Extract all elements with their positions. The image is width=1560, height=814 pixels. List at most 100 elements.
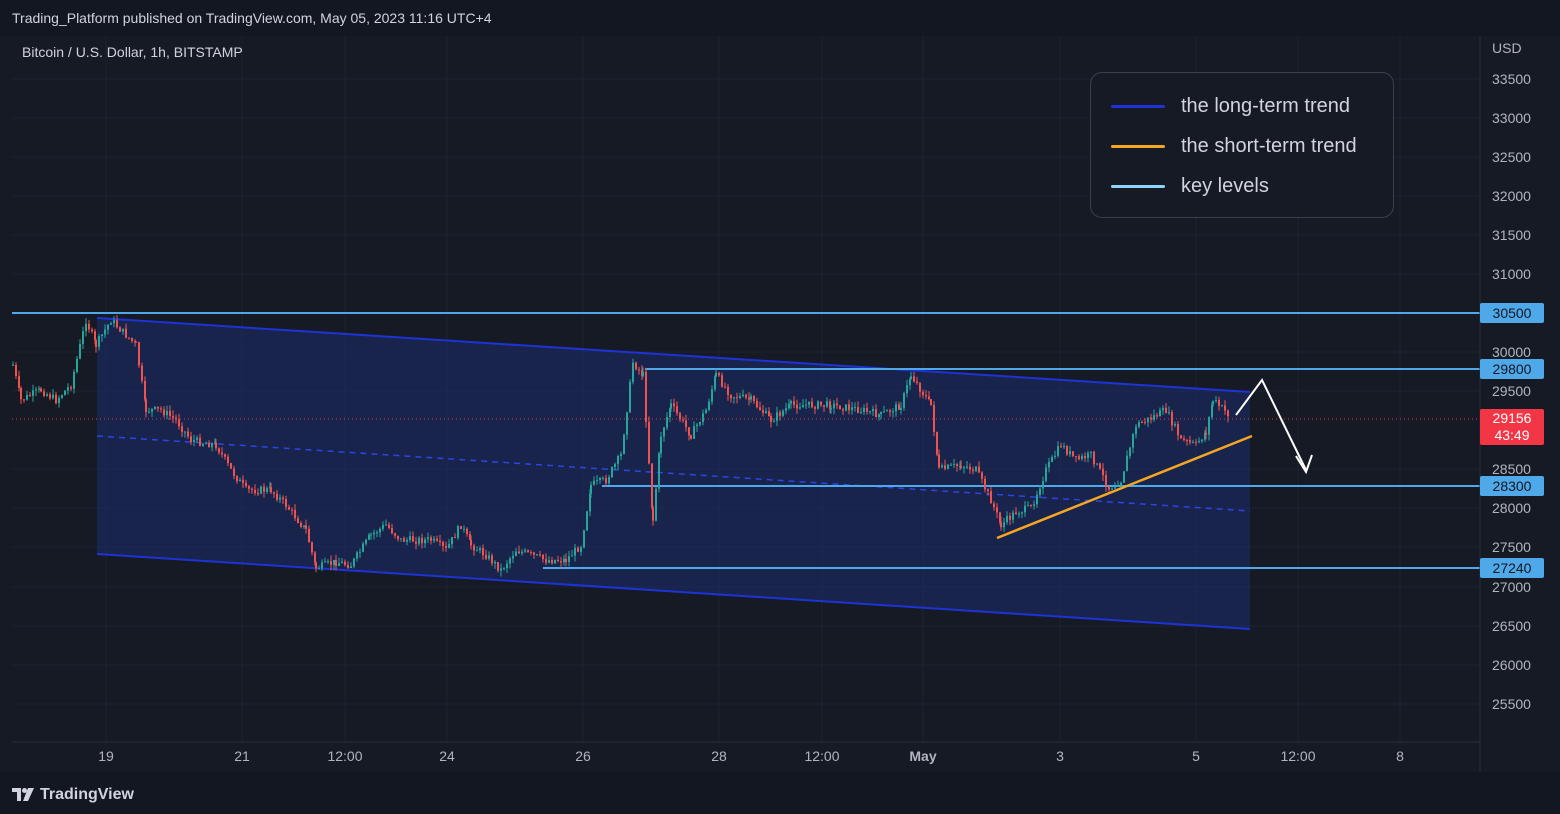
- candle-body: [270, 487, 272, 493]
- time-tick-label: 19: [98, 748, 114, 764]
- tradingview-logo[interactable]: TradingView: [12, 786, 134, 804]
- candle-body: [166, 410, 168, 416]
- candle-body: [623, 434, 625, 454]
- candle-body: [1027, 505, 1029, 507]
- candle-body: [802, 405, 804, 408]
- candle-body: [509, 558, 511, 564]
- candle-body: [629, 381, 631, 413]
- candle-body: [892, 411, 894, 413]
- candle-body: [611, 466, 613, 478]
- candle-body: [1156, 415, 1158, 417]
- candle-body: [796, 404, 798, 409]
- candle-body: [365, 539, 367, 544]
- candle-body: [327, 561, 329, 563]
- candle-body: [169, 410, 171, 416]
- candle-body: [933, 404, 935, 433]
- candle-body: [95, 340, 97, 347]
- key-level-tag-27240[interactable]: 27240: [1480, 558, 1544, 578]
- candle-body: [52, 394, 54, 399]
- channel-lower-line[interactable]: [96, 553, 1251, 630]
- candle-body: [20, 387, 22, 400]
- candle-body: [833, 403, 835, 409]
- candle-body: [1111, 488, 1113, 490]
- last-price-tag[interactable]: 29156 43:49: [1480, 409, 1544, 445]
- candle-body: [113, 320, 115, 324]
- candle-body: [473, 545, 475, 551]
- candle-body: [518, 551, 520, 554]
- candle-body: [70, 387, 72, 389]
- candle-body: [568, 556, 570, 563]
- candle-body: [335, 559, 337, 566]
- candle-body: [1132, 434, 1134, 448]
- legend-item-short-term: the short-term trend: [1111, 135, 1357, 158]
- candle-body: [851, 407, 853, 411]
- candle-body: [230, 463, 232, 469]
- candle-body: [733, 397, 735, 399]
- candle-body: [950, 464, 952, 466]
- candle-body: [116, 320, 118, 328]
- candle-body: [1072, 451, 1074, 457]
- legend-label: the long-term trend: [1181, 95, 1350, 117]
- candle-body: [1006, 515, 1008, 523]
- candle-body: [145, 399, 147, 412]
- candle-body: [333, 559, 335, 565]
- candle-body: [583, 530, 585, 548]
- candle-body: [696, 424, 698, 427]
- candle-body: [406, 539, 408, 542]
- candle-body: [445, 545, 447, 548]
- candle-body: [400, 538, 402, 540]
- candle-body: [972, 469, 974, 472]
- candle-body: [708, 401, 710, 410]
- key-level-tag-29800[interactable]: 29800: [1480, 359, 1544, 379]
- candle-body: [104, 329, 106, 335]
- candle-body: [1147, 417, 1149, 423]
- key-level-tag-28300[interactable]: 28300: [1480, 476, 1544, 496]
- legend-label: key levels: [1181, 175, 1269, 197]
- time-axis[interactable]: 19 21 12:00 24 26 28 12:00 May 3 5 12:00 8: [98, 748, 1404, 764]
- candle-body: [308, 528, 310, 543]
- candle-body: [178, 419, 180, 427]
- candle-body: [936, 432, 938, 455]
- candle-body: [273, 492, 275, 494]
- candle-body: [739, 396, 741, 398]
- candle-body: [61, 395, 63, 398]
- projection-path[interactable]: [1235, 378, 1307, 471]
- candle-body: [969, 466, 971, 470]
- candle-body: [782, 410, 784, 416]
- candle-body: [199, 437, 201, 446]
- candle-body: [1138, 422, 1140, 427]
- candle-body: [35, 389, 37, 391]
- candle-body: [175, 417, 177, 420]
- candle-body: [427, 537, 429, 540]
- candle-body: [1033, 504, 1035, 506]
- key-level-tag-30500[interactable]: 30500: [1480, 303, 1544, 323]
- candle-body: [148, 411, 150, 413]
- candle-body: [433, 538, 435, 541]
- candle-body: [990, 491, 992, 504]
- candle-body: [938, 454, 940, 468]
- candle-body: [666, 417, 668, 428]
- candle-body: [542, 554, 544, 560]
- candle-body: [488, 555, 490, 559]
- channel-upper-line[interactable]: [96, 317, 1251, 393]
- price-axis[interactable]: 33500 33000 32500 32000 31500 31000 30000 29500…: [1492, 40, 1531, 712]
- candle-body: [645, 371, 647, 422]
- candle-body: [886, 410, 888, 412]
- candle-body: [727, 386, 729, 395]
- candle-body: [521, 551, 523, 554]
- channel-midline[interactable]: [96, 435, 1251, 512]
- price-tick-label: 28500: [1492, 461, 1531, 477]
- candle-body: [122, 328, 124, 332]
- candle-body: [460, 526, 462, 529]
- candle-body: [421, 537, 423, 544]
- candle-body: [602, 477, 604, 479]
- candle-body: [1192, 441, 1194, 443]
- candle-body: [40, 388, 42, 392]
- candle-body: [660, 436, 662, 454]
- candle-body: [134, 340, 136, 342]
- candle-body: [1093, 451, 1095, 465]
- short-term-trend-line[interactable]: [996, 434, 1253, 540]
- candle-body: [941, 465, 943, 468]
- candle-body: [608, 477, 610, 484]
